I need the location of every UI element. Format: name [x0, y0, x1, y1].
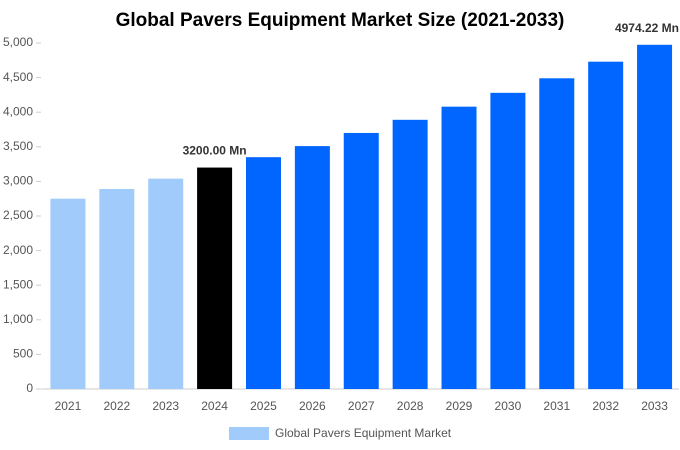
x-tick-label: 2032 — [592, 399, 619, 413]
bar — [50, 198, 86, 389]
y-tick-label: 1,500 — [3, 277, 33, 291]
bar — [197, 167, 233, 389]
legend-swatch — [229, 427, 269, 440]
chart-title: Global Pavers Equipment Market Size (202… — [116, 10, 565, 31]
x-tick-label: 2025 — [250, 399, 277, 413]
legend-label: Global Pavers Equipment Market — [275, 426, 452, 440]
bar — [490, 92, 526, 389]
bar — [539, 78, 575, 390]
bar — [343, 132, 379, 389]
y-tick-label: 2,500 — [3, 208, 33, 222]
x-tick-label: 2021 — [55, 399, 82, 413]
y-tick-label: 2,000 — [3, 243, 33, 257]
y-tick-label: 1,000 — [3, 312, 33, 326]
y-tick-label: 4,000 — [3, 104, 33, 118]
x-tick-label: 2022 — [103, 399, 130, 413]
bar — [588, 61, 624, 390]
bar — [99, 189, 135, 389]
bar — [294, 146, 330, 389]
x-tick-label: 2028 — [397, 399, 424, 413]
y-tick-label: 3,000 — [3, 174, 33, 188]
bar — [148, 178, 184, 389]
y-tick-label: 4,500 — [3, 70, 33, 84]
y-tick-label: 0 — [26, 381, 33, 395]
x-tick-label: 2027 — [348, 399, 375, 413]
x-tick-label: 2026 — [299, 399, 326, 413]
x-tick-label: 2031 — [543, 399, 570, 413]
x-tick-label: 2030 — [495, 399, 522, 413]
bar — [637, 44, 673, 390]
y-tick-label: 3,500 — [3, 139, 33, 153]
bar — [441, 106, 477, 389]
bar — [392, 119, 428, 389]
bar — [245, 157, 281, 389]
x-tick-label: 2024 — [201, 399, 228, 413]
value-label: 4974.22 Mn — [615, 21, 679, 35]
x-tick-label: 2029 — [446, 399, 473, 413]
x-tick-label: 2023 — [152, 399, 179, 413]
x-tick-label: 2033 — [641, 399, 668, 413]
value-label: 3200.00 Mn — [183, 144, 247, 158]
y-tick-label: 500 — [13, 347, 33, 361]
y-tick-label: 5,000 — [3, 35, 33, 49]
